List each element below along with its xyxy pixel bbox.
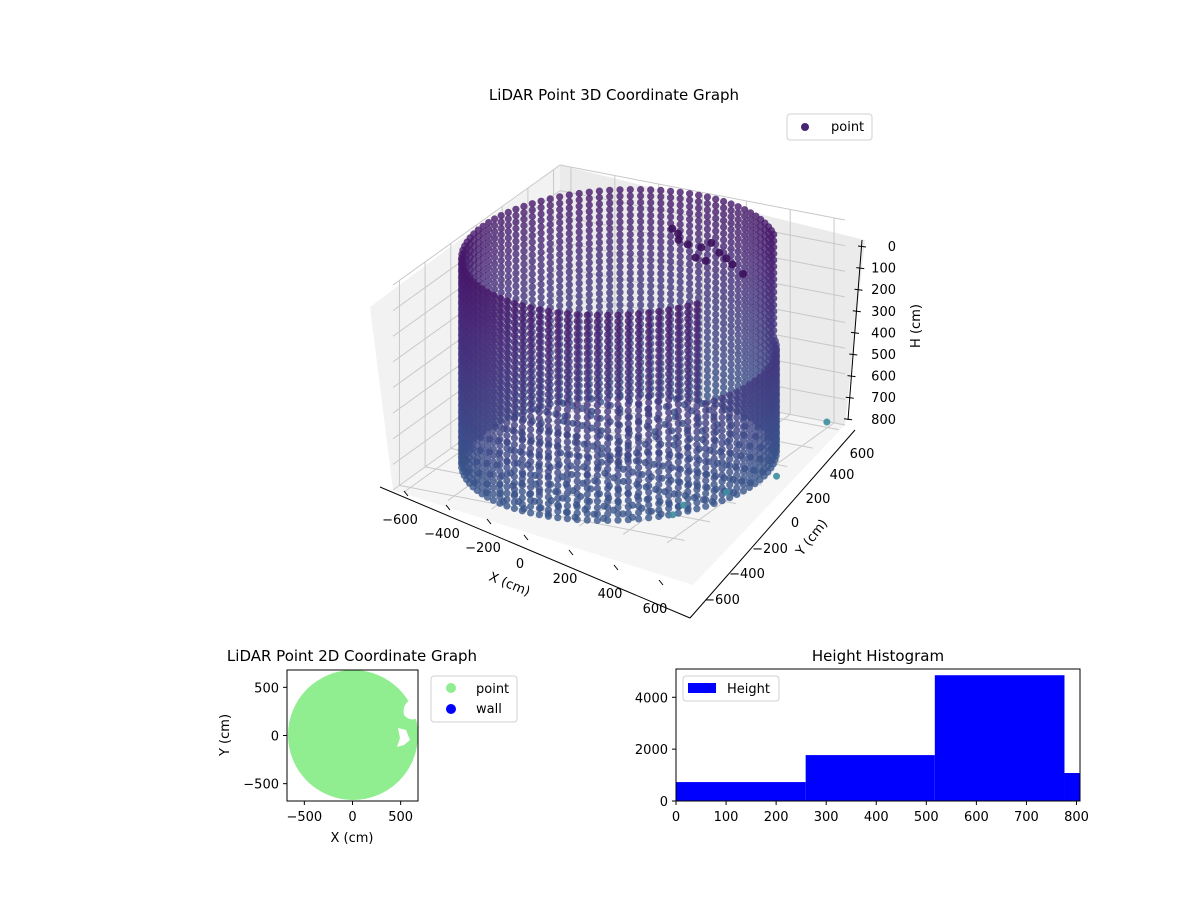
svg-text:0: 0	[672, 810, 680, 825]
histogram-bar	[1064, 772, 1080, 801]
svg-text:500: 500	[254, 681, 279, 696]
svg-text:0: 0	[888, 240, 896, 255]
chart-3d-points	[457, 186, 831, 525]
chart-2d: LiDAR Point 2D Coordinate Graph −500−500…	[218, 647, 518, 846]
svg-text:200: 200	[764, 810, 789, 825]
svg-text:600: 600	[871, 370, 896, 385]
legend-swatch-height	[688, 683, 716, 693]
histogram-title: Height Histogram	[812, 647, 944, 665]
svg-text:600: 600	[850, 447, 875, 462]
chart-2d-points	[288, 670, 418, 800]
svg-text:−200: −200	[752, 542, 788, 557]
svg-text:300: 300	[871, 305, 896, 320]
histogram-frame	[675, 668, 1081, 802]
legend-label-height: Height	[727, 682, 770, 697]
svg-text:−600: −600	[704, 593, 740, 608]
svg-text:200: 200	[553, 572, 578, 587]
chart-3d-ticks: −600−400−2000200400600−600−400−200020040…	[382, 240, 896, 617]
svg-text:−500: −500	[286, 810, 322, 825]
svg-text:0: 0	[660, 795, 668, 810]
svg-text:−400: −400	[424, 527, 460, 542]
svg-text:200: 200	[806, 492, 831, 507]
svg-text:0: 0	[348, 810, 356, 825]
svg-text:700: 700	[1014, 810, 1039, 825]
chart-3d-axes	[379, 239, 863, 619]
svg-text:400: 400	[871, 326, 896, 341]
svg-text:500: 500	[914, 810, 939, 825]
chart-2d-title: LiDAR Point 2D Coordinate Graph	[227, 647, 477, 665]
y-axis-label-2d: Y (cm)	[218, 714, 233, 757]
x-axis-label-2d: X (cm)	[331, 831, 374, 846]
legend-marker-point	[446, 683, 456, 693]
chart-3d-title: LiDAR Point 3D Coordinate Graph	[489, 86, 739, 104]
chart-3d: LiDAR Point 3D Coordinate Graph −600 −400…	[370, 86, 924, 619]
svg-text:2000: 2000	[635, 743, 668, 758]
svg-text:0: 0	[516, 557, 524, 572]
z-axis-line	[847, 239, 863, 421]
svg-text:400: 400	[598, 587, 623, 602]
x-axis-label-3d: X (cm)	[487, 570, 532, 600]
histogram-ticks: 0 100 200 300 400 500 600 700 800 0 2000 4000	[635, 691, 1089, 825]
svg-text:0: 0	[791, 516, 799, 531]
svg-text:600: 600	[964, 810, 989, 825]
svg-text:−200: −200	[465, 541, 501, 556]
svg-text:400: 400	[830, 468, 855, 483]
chart-3d-legend: point	[786, 113, 873, 141]
svg-text:800: 800	[1064, 810, 1089, 825]
svg-text:4000: 4000	[635, 691, 668, 706]
svg-text:800: 800	[871, 413, 896, 428]
svg-text:−400: −400	[729, 567, 765, 582]
z-axis-label-3d: H (cm)	[909, 304, 924, 348]
svg-text:0: 0	[271, 730, 279, 745]
chart-histogram: Height Histogram 0 100 200 300 400 500 600 700 8…	[635, 647, 1089, 825]
legend-marker-point	[801, 123, 809, 131]
legend-marker-wall	[446, 704, 456, 714]
svg-text:400: 400	[864, 810, 889, 825]
histogram-bar	[805, 755, 935, 801]
x-axis-line	[379, 486, 691, 619]
svg-text:600: 600	[643, 602, 668, 617]
legend-label-point: point	[476, 682, 509, 697]
legend-label-point: point	[831, 120, 864, 135]
svg-text:500: 500	[871, 348, 896, 363]
svg-text:700: 700	[871, 391, 896, 406]
chart-2d-legend: point wall	[430, 675, 518, 723]
svg-text:300: 300	[814, 810, 839, 825]
svg-text:−500: −500	[243, 778, 279, 793]
svg-text:200: 200	[871, 283, 896, 298]
histogram-bars	[676, 675, 1080, 801]
y-axis-line	[689, 429, 856, 619]
histogram-bar	[934, 675, 1065, 801]
legend-label-wall: wall	[476, 702, 502, 717]
svg-text:−600: −600	[382, 513, 418, 528]
histogram-legend: Height	[682, 675, 780, 702]
svg-text:100: 100	[871, 262, 896, 277]
histogram-bar	[676, 782, 806, 801]
svg-text:500: 500	[388, 810, 413, 825]
chart-2d-ticks: −500 −500 0 0 500 500	[243, 681, 413, 825]
svg-text:100: 100	[714, 810, 739, 825]
